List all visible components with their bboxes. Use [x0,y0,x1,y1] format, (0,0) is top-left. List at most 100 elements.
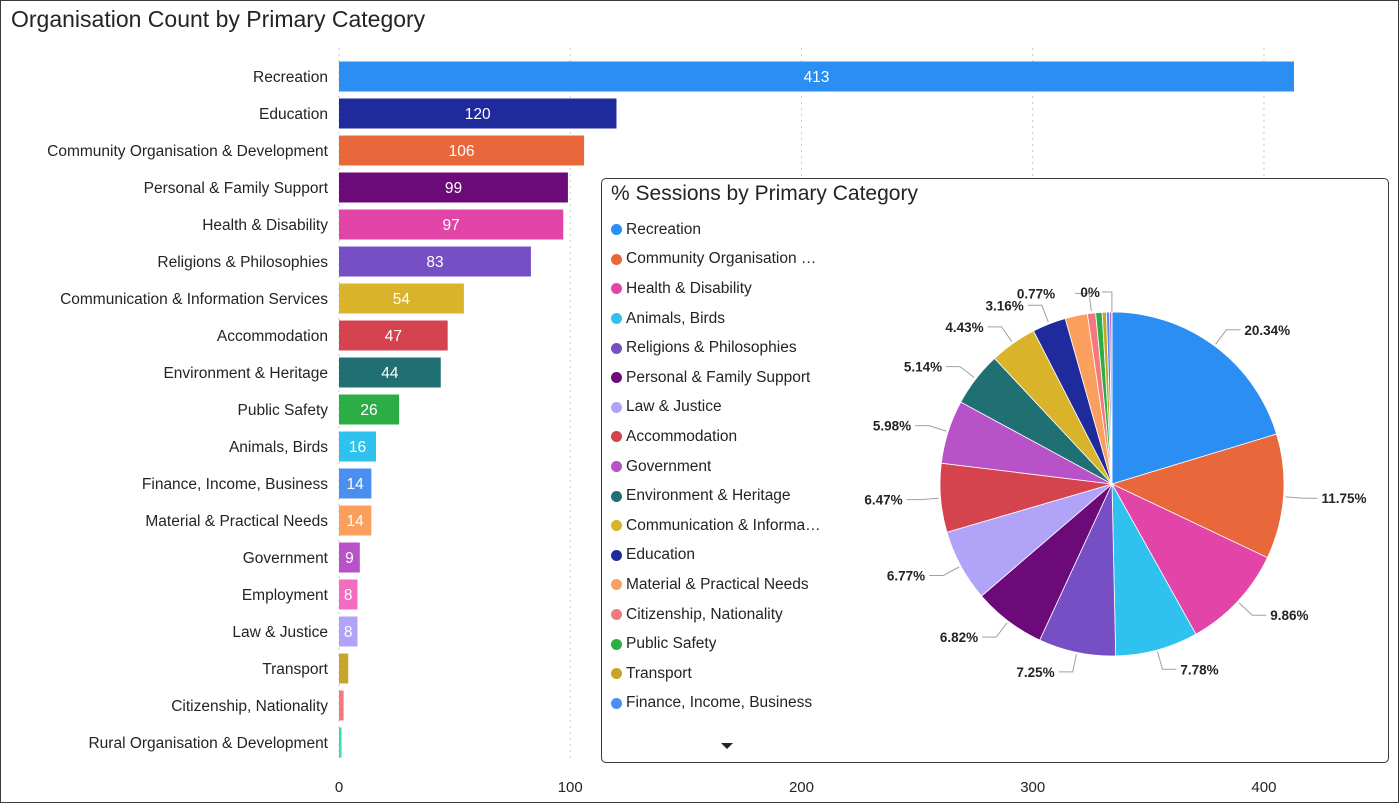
data-label-recreation: 413 [804,69,830,86]
bar-animals-birds[interactable] [339,431,376,462]
x-tick-label: 100 [558,779,583,796]
bar-transport[interactable] [339,653,349,684]
pie-data-label: 5.98% [873,419,911,434]
bar-education[interactable] [339,98,617,129]
x-tick-label: 200 [789,779,814,796]
bar-citizenship-nationality[interactable] [339,690,344,721]
legend-dot-icon [611,549,622,561]
bar-health-disability[interactable] [339,209,564,240]
legend-item[interactable]: Community Organisation … [611,245,833,275]
bar-environment-heritage[interactable] [339,357,441,388]
pie-data-label: 4.43% [945,320,983,335]
pie-data-label: 6.47% [864,493,902,508]
category-label-accommodation: Accommodation [217,328,328,345]
bar-government[interactable] [339,542,360,573]
legend-item[interactable]: Law & Justice [611,393,833,423]
legend-dot-icon [611,431,622,443]
legend-item[interactable]: Accommodation [611,422,833,452]
leader-line [1285,496,1318,499]
leader-line [982,622,1008,638]
bar-public-safety[interactable] [339,394,400,425]
category-label-education: Education [259,106,328,123]
data-label-environment-heritage: 44 [381,365,399,382]
pie-data-label: 6.77% [887,569,925,584]
x-tick-label: 400 [1251,779,1276,796]
legend-dot-icon [611,579,622,591]
legend-dot-icon [611,668,622,680]
pie-chart-title: % Sessions by Primary Category [611,182,918,205]
pie-data-label: 0% [1080,285,1100,300]
bar-recreation[interactable] [339,61,1294,92]
pie-slice[interactable] [1111,483,1268,635]
legend-item[interactable]: Material & Practical Needs [611,570,833,600]
pie-chart[interactable]: 20.34% 11.75% 9.86% 7.78% 7.25% 6.82% 6.77% 6.4… [602,179,1388,762]
data-label-employment: 8 [344,587,353,604]
bar-communication-information-services[interactable] [339,283,464,314]
pie-data-label: 20.34% [1244,323,1290,338]
category-label-law-justice: Law & Justice [232,624,328,641]
data-label-education: 120 [465,106,491,123]
category-label-environment-heritage: Environment & Heritage [163,365,328,382]
legend-item[interactable]: Education [611,541,833,571]
legend-item[interactable]: Communication & Informa… [611,511,833,541]
legend-item[interactable]: Transport [611,659,833,689]
data-label-government: 9 [345,550,354,567]
data-label-personal-family-support: 99 [445,180,462,197]
legend-item[interactable]: Environment & Heritage [611,481,833,511]
bar-accommodation[interactable] [339,320,448,351]
legend-dot-icon [611,283,622,295]
legend-dot-icon [611,372,622,384]
bar-rural-organisation-development[interactable] [339,727,342,758]
legend-item[interactable]: Public Safety [611,629,833,659]
bar-employment[interactable] [339,579,358,610]
data-label-community-organisation-development: 106 [449,143,475,160]
leader-line [1215,329,1241,345]
category-label-health-disability: Health & Disability [202,217,328,234]
bar-law-justice[interactable] [339,616,358,647]
legend-item[interactable]: Citizenship, Nationality [611,600,833,630]
leader-line [946,366,975,378]
legend-item[interactable]: Religions & Philosophies [611,333,833,363]
legend-dot-icon [611,697,622,709]
leader-line [1157,651,1177,670]
category-label-personal-family-support: Personal & Family Support [144,180,329,197]
category-label-recreation: Recreation [253,69,328,86]
data-label-material-practical-needs: 14 [347,513,365,530]
legend-dot-icon [611,490,622,502]
legend-item[interactable]: Health & Disability [611,274,833,304]
leader-line [987,326,1013,342]
category-label-animals-birds: Animals, Birds [229,439,328,456]
category-label-rural-organisation-development: Rural Organisation & Development [88,735,328,752]
category-label-communication-information-services: Communication & Information Services [60,291,328,308]
leader-line [929,566,960,576]
category-label-material-practical-needs: Material & Practical Needs [145,513,328,530]
pie-data-label: 9.86% [1270,608,1308,623]
data-label-accommodation: 47 [385,328,402,345]
bar-religions-philosophies[interactable] [339,246,531,277]
leader-line [1027,304,1049,323]
pie-data-label: 7.78% [1180,662,1218,677]
leader-line [1058,654,1077,673]
legend-scroll-down-icon[interactable] [721,743,733,749]
leader-line [1075,292,1092,312]
bar-chart-title: Organisation Count by Primary Category [11,6,426,32]
legend-dot-icon [611,224,622,236]
pie-slice[interactable] [1110,433,1285,559]
legend-dot-icon [611,461,622,473]
bar-material-practical-needs[interactable] [339,505,372,536]
data-label-finance-income-business: 14 [347,476,365,493]
pie-data-label: 0.77% [1017,286,1055,301]
legend-item[interactable]: Government [611,452,833,482]
pie-slice[interactable] [1111,311,1278,485]
legend-item[interactable]: Finance, Income, Business [611,689,833,719]
data-label-religions-philosophies: 83 [426,254,443,271]
legend-item[interactable]: Personal & Family Support [611,363,833,393]
leader-line [915,425,947,432]
bar-finance-income-business[interactable] [339,468,372,499]
legend-item[interactable]: Recreation [611,215,833,245]
bar-community-organisation-development[interactable] [339,135,585,166]
data-label-public-safety: 26 [360,402,377,419]
bar-personal-family-support[interactable] [339,172,568,203]
legend-item[interactable]: Animals, Birds [611,304,833,334]
